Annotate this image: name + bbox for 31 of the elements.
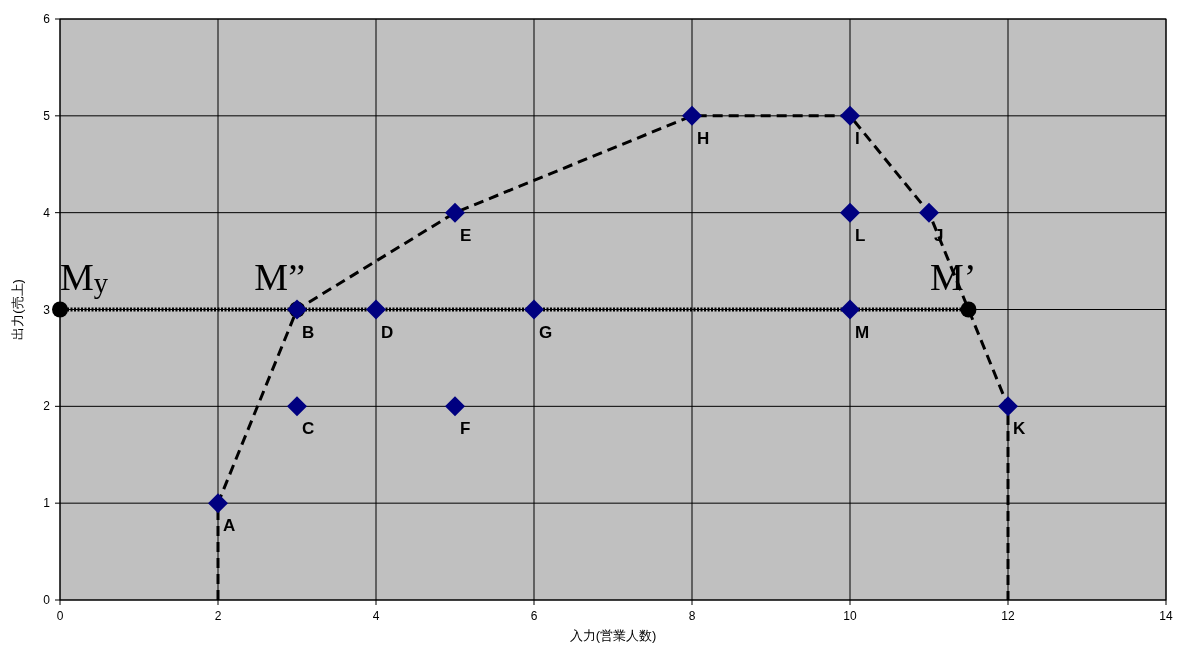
x-axis-title: 入力(営業人数): [569, 628, 657, 643]
y-tick-label: 6: [43, 12, 51, 26]
x-tick-label: 12: [1001, 609, 1015, 623]
annotation: E: [460, 225, 472, 245]
y-tick-label: 2: [43, 399, 51, 414]
annotation: K: [1013, 419, 1026, 439]
annotation: M: [855, 322, 870, 342]
annotation: M”: [254, 255, 305, 298]
annotation: M$_{y}$: [60, 255, 109, 299]
annotation: A: [223, 516, 236, 536]
y-tick-label: 0: [43, 593, 51, 607]
y-tick-label: 5: [43, 108, 51, 123]
y-tick-label: 4: [43, 205, 51, 220]
x-tick-label: 2: [214, 609, 222, 623]
annotation: H: [697, 128, 710, 148]
x-tick-label: 0: [56, 609, 64, 623]
x-tick-label: 6: [530, 609, 538, 623]
x-tick-label: 14: [1159, 609, 1173, 623]
annotation: F: [460, 419, 471, 439]
annotation: I: [855, 128, 860, 148]
annotation: B: [302, 322, 315, 342]
x-tick-label: 8: [688, 609, 696, 623]
y-tick-label: 1: [43, 496, 51, 511]
y-tick-label: 3: [43, 302, 51, 317]
annotation: D: [381, 322, 394, 342]
y-axis-title: 出力(売上): [10, 279, 25, 340]
annotation: G: [539, 322, 553, 342]
annotation: C: [302, 419, 315, 439]
annotation: L: [855, 225, 866, 245]
x-tick-label: 10: [843, 609, 857, 623]
x-tick-label: 4: [372, 609, 380, 623]
